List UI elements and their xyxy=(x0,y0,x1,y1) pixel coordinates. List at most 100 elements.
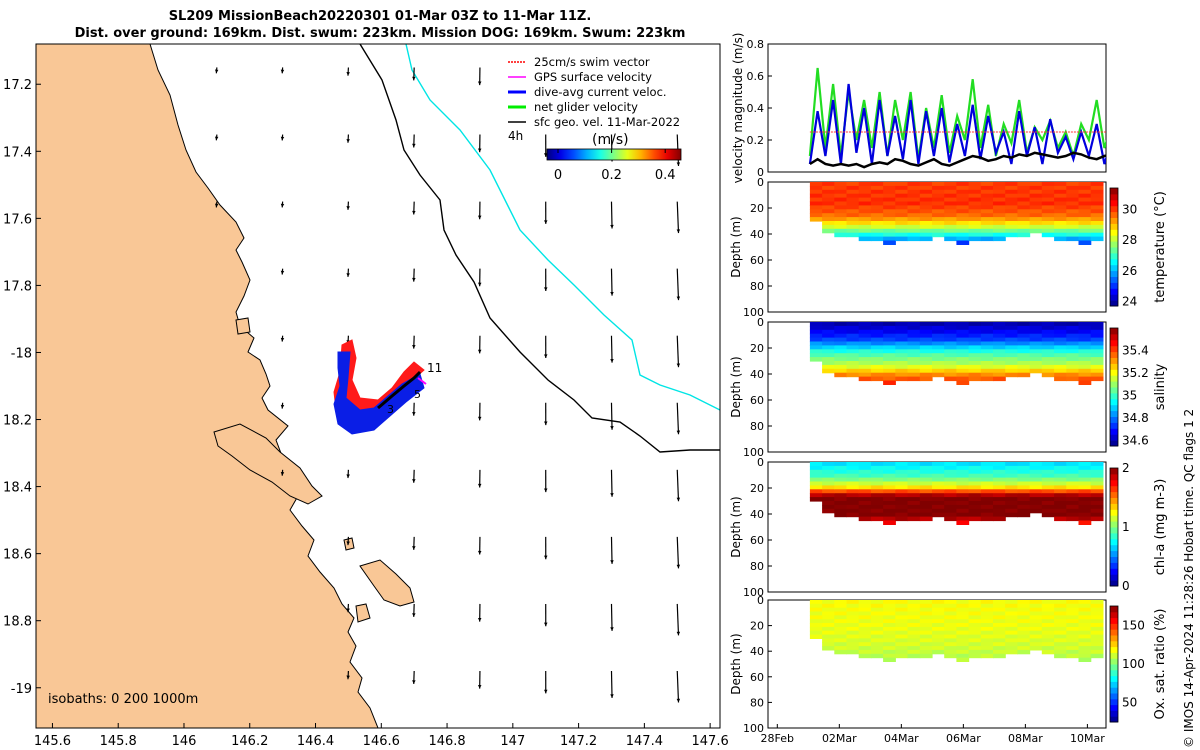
map-x-tick-label: 146.4 xyxy=(297,734,334,749)
velocity-arrow xyxy=(610,469,613,497)
velocity-arrow xyxy=(676,201,680,234)
velocity-arrow-head xyxy=(544,220,548,224)
velocity-arrow-head xyxy=(610,426,614,430)
map-x-tick-label: 145.8 xyxy=(100,734,137,749)
map-y-tick-label: 18.4 xyxy=(3,481,32,496)
velocity-arrow xyxy=(676,469,680,502)
velocity-arrow-head xyxy=(676,631,681,636)
velocity-arrow-head xyxy=(346,72,350,76)
velocity-arrow-head xyxy=(280,136,285,141)
velocity-arrow xyxy=(676,603,680,636)
velocity-arrow-head xyxy=(610,627,614,631)
velocity-arrow-head xyxy=(280,203,285,208)
velocity-arrow-head xyxy=(280,404,285,409)
legend-label: GPS surface velocity xyxy=(534,70,652,84)
velocity-arrow-head xyxy=(477,349,482,354)
map-frame xyxy=(35,43,721,729)
title-line-1: SL209 MissionBeach20220301 01-Mar 03Z to… xyxy=(168,9,592,24)
island-small-3 xyxy=(343,537,355,551)
island-small-2 xyxy=(355,603,371,623)
credit-text: © IMOS 14-Apr-2024 11:28:26 Hobart time.… xyxy=(1182,408,1196,748)
isobath-annotation: isobaths: 0 200 1000m xyxy=(48,692,198,707)
velocity-arrow-head xyxy=(477,617,482,622)
legend-label: dive-avg current veloc. xyxy=(534,85,667,99)
mainland-coast xyxy=(36,44,379,728)
velocity-arrow-head xyxy=(280,69,285,74)
velocity-arrow-head xyxy=(346,474,350,479)
velocity-arrow-head xyxy=(346,541,350,546)
velocity-arrow-head xyxy=(676,296,681,301)
velocity-arrow-head xyxy=(544,287,548,291)
legend-label: 25cm/s swim vector xyxy=(534,55,650,69)
velocity-arrow-head xyxy=(676,698,681,703)
map-y-tick-label: -19 xyxy=(11,682,32,697)
velocity-arrow-head xyxy=(676,363,681,368)
velocity-arrow xyxy=(676,335,680,368)
map-x-tick-label: 147 xyxy=(500,734,525,749)
surface-velocity-arrows xyxy=(214,67,681,703)
velocity-arrow-head xyxy=(544,421,548,426)
map-y-tick-label: -18 xyxy=(11,346,32,361)
legend-label: net glider velocity xyxy=(534,100,638,114)
velocity-arrow-head xyxy=(544,622,548,627)
velocity-arrow-head xyxy=(412,277,416,282)
velocity-arrow-head xyxy=(214,69,219,74)
legend-background xyxy=(500,56,688,132)
map-y-tick-label: 18.2 xyxy=(3,414,32,429)
map-colorbar: (m/s) 0 0.2 0.4 xyxy=(546,132,682,183)
velocity-arrow-head xyxy=(544,555,548,560)
velocity-arrow-head xyxy=(346,273,350,277)
legend-extra: 4h xyxy=(508,129,523,143)
map-y-tick-label: 17.4 xyxy=(3,145,32,160)
velocity-arrow-head xyxy=(412,680,416,684)
velocity-arrow-head xyxy=(412,76,416,81)
velocity-arrow-head xyxy=(412,546,416,550)
velocity-arrow-head xyxy=(477,416,482,421)
velocity-arrow-head xyxy=(610,560,614,564)
velocity-arrow-head xyxy=(346,139,350,143)
velocity-arrow xyxy=(676,402,680,435)
velocity-arrow xyxy=(610,335,613,363)
glider-track: 11 3 5 xyxy=(333,339,442,435)
velocity-arrow xyxy=(610,603,613,631)
colorbar-tick-label: 0.2 xyxy=(601,168,622,183)
velocity-arrow-head xyxy=(346,675,350,680)
colorbar-gradient xyxy=(546,148,682,161)
velocity-arrow xyxy=(610,670,613,698)
velocity-arrow-head xyxy=(412,613,416,617)
velocity-arrow xyxy=(676,268,680,301)
velocity-arrow-head xyxy=(477,148,482,153)
map-x-tick-label: 145.6 xyxy=(34,734,71,749)
velocity-arrow-head xyxy=(676,162,681,166)
velocity-arrow-head xyxy=(676,497,681,502)
island-small-1 xyxy=(235,317,251,335)
map-x-tick-label: 146.2 xyxy=(231,734,268,749)
velocity-arrow-head xyxy=(676,229,681,234)
velocity-arrow xyxy=(610,402,613,430)
velocity-arrow-head xyxy=(412,412,416,416)
velocity-arrow-head xyxy=(412,479,416,483)
velocity-arrow-head xyxy=(280,337,285,342)
map-x-tick-label: 146.6 xyxy=(363,734,400,749)
figure-title: SL209 MissionBeach20220301 01-Mar 03Z to… xyxy=(0,8,760,42)
velocity-arrow-head xyxy=(412,210,416,215)
track-label-3: 3 xyxy=(387,403,394,416)
velocity-arrow-head xyxy=(477,282,482,287)
island-large xyxy=(213,423,323,505)
velocity-arrow xyxy=(676,670,680,703)
track-label-11: 11 xyxy=(427,361,442,375)
velocity-arrow-head xyxy=(610,359,614,363)
island-south xyxy=(359,559,415,607)
velocity-arrow-head xyxy=(477,81,482,86)
velocity-arrow-head xyxy=(346,206,350,210)
velocity-arrow-head xyxy=(477,483,482,488)
track-black-path xyxy=(377,370,422,410)
track-magenta-gps xyxy=(417,377,427,385)
velocity-arrow-head xyxy=(214,136,219,141)
map-y-tick-label: 17.6 xyxy=(3,212,32,227)
track-blue-dive-avg xyxy=(333,351,425,435)
velocity-arrow-head xyxy=(477,550,482,555)
velocity-arrow xyxy=(610,268,613,296)
